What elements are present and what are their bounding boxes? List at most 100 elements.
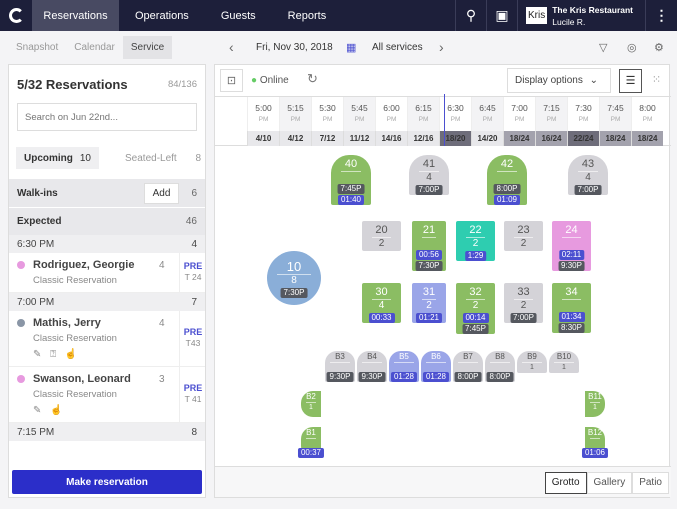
seated-duration-badge: 01:28 [390,372,418,382]
reservation-time-badge: 7:45P [462,324,489,334]
upcoming-count: 10 [79,152,91,164]
table-B6[interactable]: B6 01:28 [421,351,451,382]
table-41[interactable]: 41 4 7:00P [409,155,449,195]
table-21[interactable]: 21 00:56 7:30P [412,221,446,271]
search-input[interactable] [17,103,197,131]
nav-guests[interactable]: Guests [220,9,256,22]
reservation-type: Classic Reservation [33,389,117,400]
table-B10[interactable]: B10 1 [549,351,579,373]
status-dot [17,261,25,269]
time-slot[interactable]: 6:00 PM [375,97,407,131]
table-B1[interactable]: B1 00:37 [297,427,325,458]
tab-snapshot[interactable]: Snapshot [16,41,59,53]
list-view-icon[interactable]: ☰ [619,69,642,93]
table-number: B6 [431,352,441,361]
time-group-header: 7:00 PM 7 [9,293,205,311]
nav-reports[interactable]: Reports [287,9,327,22]
tab-calendar[interactable]: Calendar [74,41,115,53]
room-tab-gallery[interactable]: Gallery [586,472,633,494]
time-slot[interactable]: 5:45 PM [343,97,375,131]
date-label[interactable]: Fri, Nov 30, 2018 [256,41,333,53]
table-B2[interactable]: B2 1 [301,391,321,417]
upcoming-tab[interactable]: Upcoming 10 [16,147,99,169]
table-B5[interactable]: B5 01:28 [389,351,419,382]
table-covers: 1 [590,402,600,412]
table-B9[interactable]: B9 1 [517,351,547,373]
party-size: 4 [159,318,165,329]
table-covers: 4 [419,171,439,184]
slot-time: 7:00 [511,103,528,113]
time-slot[interactable]: 7:30 PM [567,97,599,131]
search-icon[interactable]: ⚲ [455,0,486,31]
room-tab-grotto[interactable]: Grotto [544,472,587,494]
table-24[interactable]: 24 02:11 9:30P [552,221,591,271]
seated-left-tab[interactable]: Seated-Left 8 [125,147,201,169]
chat-icon[interactable]: ◎ [627,41,637,54]
make-reservation-button[interactable]: Make reservation [12,470,202,494]
time-slot[interactable]: 7:45 PM [599,97,631,131]
table-20[interactable]: 20 2 [362,221,401,251]
table-B3[interactable]: B3 9:30P [325,351,355,382]
table-42[interactable]: 42 8:00P 01:09 [487,155,527,205]
app-logo-icon[interactable] [0,0,32,31]
prev-date-chevron-icon[interactable]: ‹ [229,39,234,55]
reservation-tags-icon: ✎ ☝ [33,405,66,416]
grid-view-icon[interactable]: ⁙ [651,74,662,86]
add-walkin-button[interactable]: Add [143,182,180,204]
table-31[interactable]: 31 2 01:21 [412,283,446,323]
table-40[interactable]: 40 7:45P 01:40 [331,155,371,205]
time-slot[interactable]: 5:30 PM [311,97,343,131]
table-32[interactable]: 32 2 00:14 7:45P [456,283,495,334]
table-number: B7 [463,352,473,361]
service-selector[interactable]: All services [372,41,423,53]
nav-reservations[interactable]: Reservations [32,0,119,31]
table-B12[interactable]: B12 01:06 [581,427,609,458]
table-30[interactable]: 30 4 00:33 [362,283,401,323]
tab-service[interactable]: Service [122,35,173,59]
lock-icon[interactable]: ⊡ [220,69,243,92]
table-43[interactable]: 43 4 7:00P [568,155,608,195]
table-number: 31 [422,286,436,298]
chevron-down-icon: ⌄ [589,75,598,86]
table-34[interactable]: 34 01:34 8:30P [552,283,591,333]
table-number: 22 [469,224,482,236]
table-22[interactable]: 22 2 1:29 [456,221,495,261]
restaurant-logo: Kris [526,7,548,24]
reservation-item[interactable]: Mathis, Jerry Classic Reservation 4 ✎ ⍰ … [9,311,205,367]
next-date-chevron-icon[interactable]: › [439,39,444,55]
notes-icon[interactable]: ▣ [486,0,517,31]
filter-icon[interactable]: ▽ [599,41,608,54]
table-10[interactable]: 10 8 7:30P [267,251,321,305]
time-slot[interactable]: 7:15 PM [535,97,567,131]
refresh-icon[interactable]: ↻ [307,71,318,86]
table-covers: 4 [578,171,598,184]
display-options-dropdown[interactable]: Display options ⌄ [507,68,611,93]
table-B11[interactable]: B11 1 [585,391,605,417]
slot-time: 5:45 [351,103,368,113]
table-B7[interactable]: B7 8:00P [453,351,483,382]
time-slot[interactable]: 6:45 PM [471,97,503,131]
reservation-time-badge: 7:00P [510,313,537,323]
time-slot[interactable]: 5:15 PM [279,97,311,131]
calendar-icon[interactable]: ▦ [346,41,357,54]
restaurant-switcher[interactable]: Kris The Kris Restaurant Lucile R. [517,0,643,31]
reservation-item[interactable]: Rodriguez, Georgie Classic Reservation 4… [9,253,205,293]
room-tab-patio[interactable]: Patio [632,472,669,494]
table-number: B12 [587,428,603,437]
time-slot[interactable]: 7:00 PM [503,97,535,131]
settings-gear-icon[interactable]: ⚙ [654,41,664,54]
table-B4[interactable]: B4 9:30P [357,351,387,382]
time-slot[interactable]: 6:15 PM [407,97,439,131]
more-menu-icon[interactable]: ⋮ [645,0,677,31]
table-23[interactable]: 23 2 [504,221,543,251]
reservation-time-badge: 7:00P [415,185,443,195]
reservation-item[interactable]: Swanson, Leonard Classic Reservation 3 ✎… [9,367,205,423]
table-33[interactable]: 33 2 7:00P [504,283,543,323]
time-slot[interactable]: 8:00 PM [631,97,663,131]
table-number: 42 [500,158,514,170]
nav-operations[interactable]: Operations [135,9,189,22]
slot-meridiem: PM [322,116,333,123]
time-slot[interactable]: 5:00 PM [247,97,279,131]
slot-time: 6:15 [415,103,432,113]
table-B8[interactable]: B8 8:00P [485,351,515,382]
